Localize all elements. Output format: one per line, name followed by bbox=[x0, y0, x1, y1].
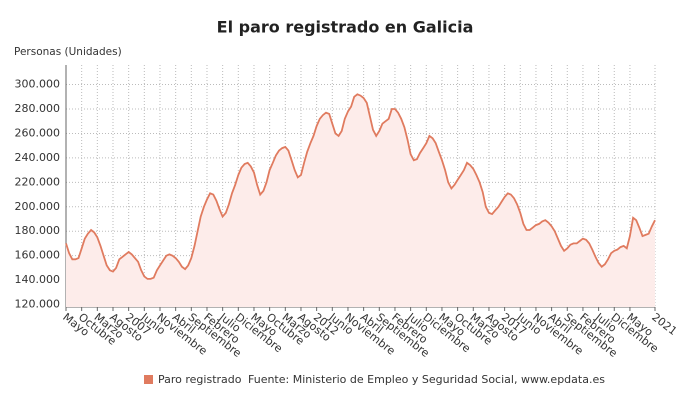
y-tick-label: 260.000 bbox=[15, 126, 61, 139]
line bbox=[65, 93, 656, 280]
y-tick-label: 180.000 bbox=[15, 224, 61, 237]
y-tick-label: 160.000 bbox=[15, 249, 61, 262]
y-tick-label: 240.000 bbox=[15, 151, 61, 164]
legend-label: Paro registrado bbox=[158, 373, 242, 386]
source: Fuente: Ministerio de Empleo y Seguridad… bbox=[248, 373, 605, 386]
x-tick-label: 2021 bbox=[649, 310, 679, 337]
y-tick-label: 300.000 bbox=[15, 78, 61, 91]
y-axis-label: Personas (Unidades) bbox=[14, 46, 122, 58]
area bbox=[66, 94, 655, 307]
chart-title: El paro registrado en Galicia bbox=[217, 18, 474, 37]
y-tick-label: 280.000 bbox=[15, 102, 61, 115]
y-tick-label: 140.000 bbox=[15, 273, 61, 286]
y-tick-label: 200.000 bbox=[15, 200, 61, 213]
y-tick-label: 220.000 bbox=[15, 175, 61, 188]
legend-swatch bbox=[144, 375, 153, 384]
y-tick-label: 120.000 bbox=[15, 298, 61, 311]
